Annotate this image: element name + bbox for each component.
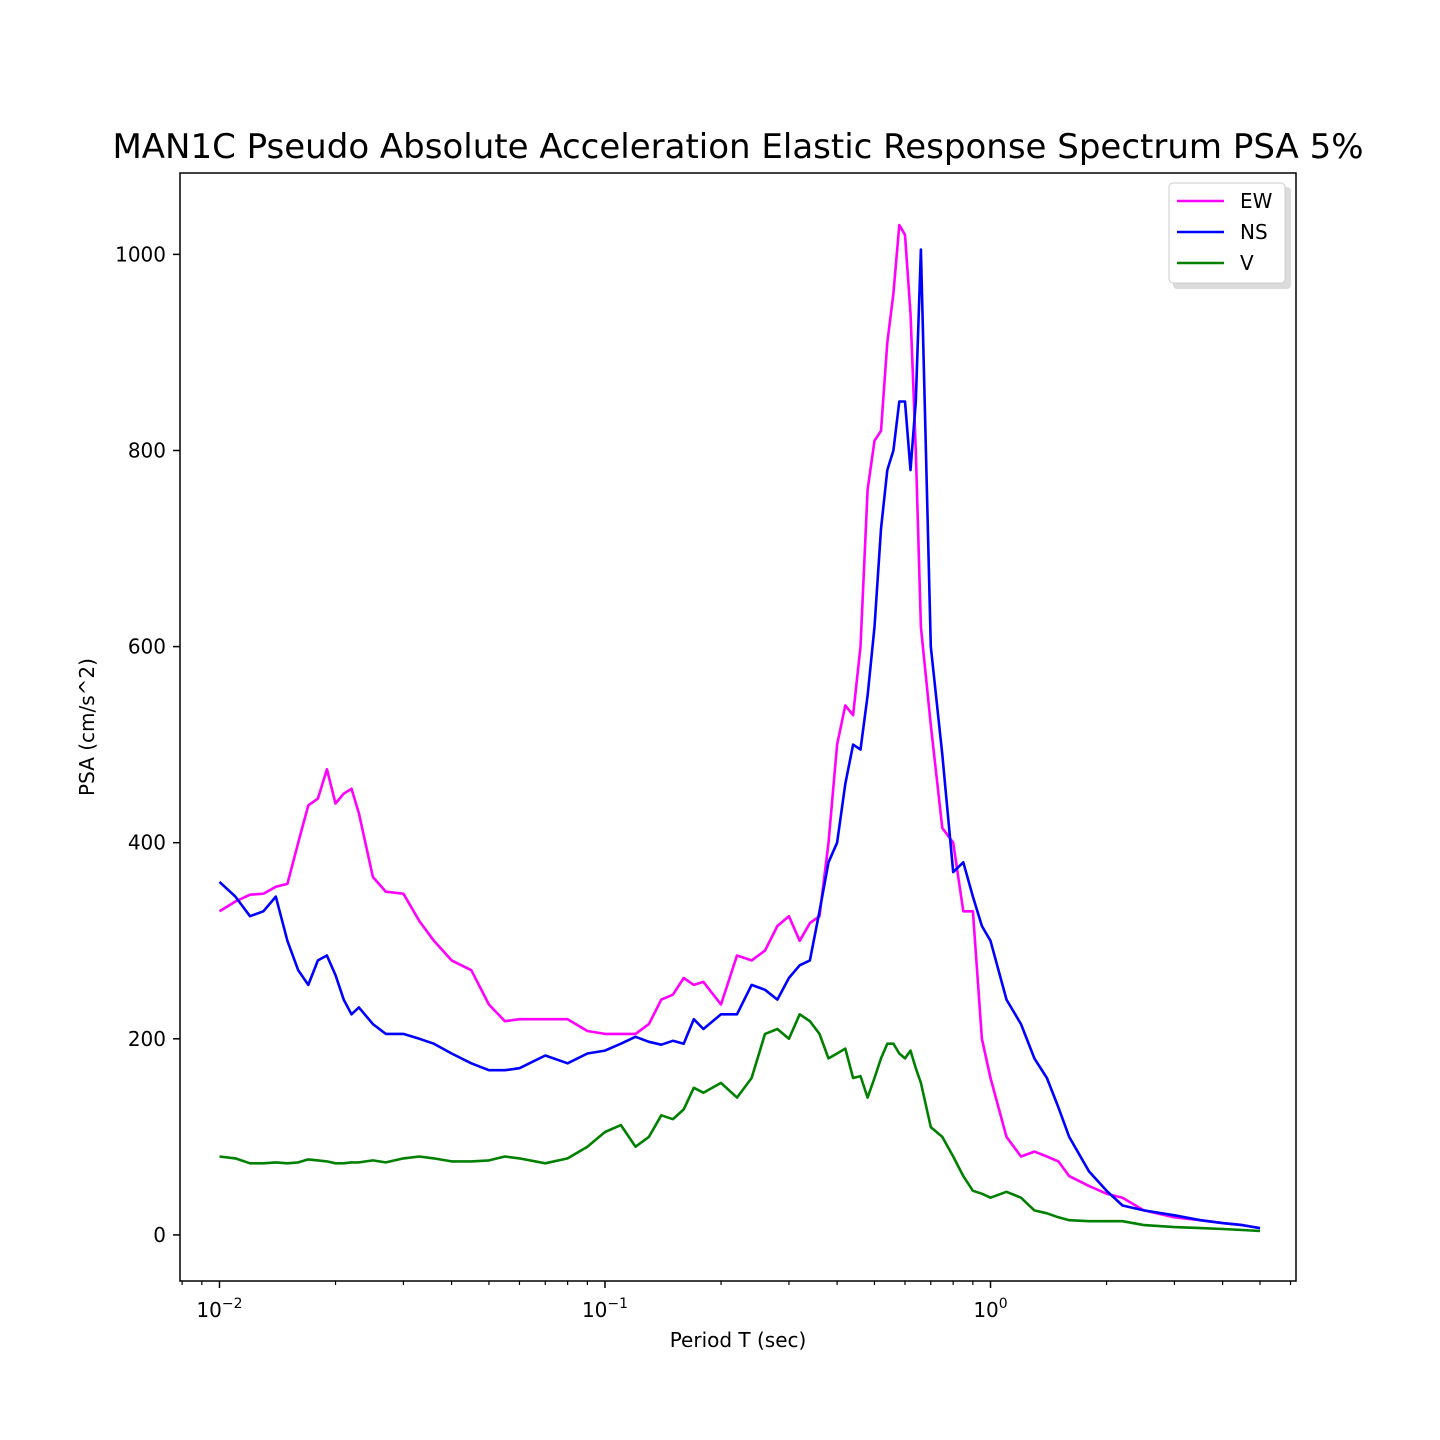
plot-area [179, 172, 1297, 1282]
y-axis-label: PSA (cm/s^2) [75, 658, 99, 796]
legend-entries: EW NS V [1177, 189, 1273, 275]
legend-label-ew: EW [1240, 189, 1273, 213]
series-line-ew [218, 223, 1261, 1230]
y-tick-label: 800 [128, 438, 166, 462]
series-line-ns [218, 248, 1261, 1230]
legend: EW NS V [1168, 182, 1291, 289]
y-tick-label: 400 [128, 831, 166, 855]
chart-title: MAN1C Pseudo Absolute Acceleration Elast… [112, 127, 1363, 167]
legend-box [1168, 182, 1286, 284]
series-line-v [219, 1013, 1261, 1233]
y-tick-label: 1000 [115, 242, 166, 266]
axes-frame [179, 172, 1297, 1282]
legend-label-v: V [1240, 251, 1254, 275]
series-layer [218, 223, 1261, 1233]
y-tick-label: 0 [153, 1223, 166, 1247]
x-tick-label: 100 [973, 1296, 1007, 1322]
legend-label-ns: NS [1240, 220, 1268, 244]
y-tick-label: 200 [128, 1027, 166, 1051]
y-axis: 0 200 400 600 800 1000 [115, 242, 180, 1247]
x-axis: 10−2 10−1 100 [181, 1281, 1292, 1322]
x-tick-label: 10−2 [196, 1296, 242, 1322]
y-tick-label: 600 [128, 635, 166, 659]
x-axis-label: Period T (sec) [670, 1328, 807, 1352]
x-tick-label: 10−1 [582, 1296, 628, 1322]
